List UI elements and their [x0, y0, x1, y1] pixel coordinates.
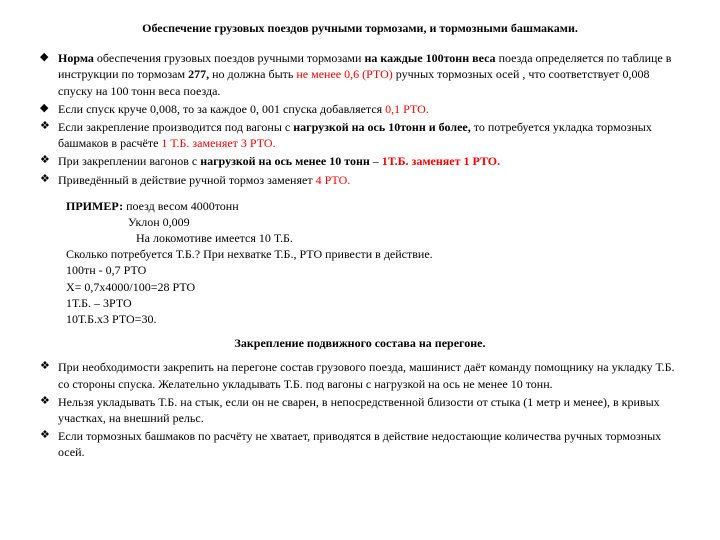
text-segment: –: [370, 154, 382, 168]
text-segment: нагрузкой на ось менее 10 тонн: [200, 154, 370, 168]
bullet-item: ❖ Если тормозных башмаков по расчёту не …: [40, 428, 680, 460]
text-segment: 277,: [188, 67, 209, 81]
bullet-item: ❖ Приведённый в действие ручной тормоз з…: [40, 172, 680, 188]
text-segment: Норма: [58, 51, 94, 65]
main-title: Обеспечение грузовых поездов ручными тор…: [40, 20, 680, 36]
text-segment: При закреплении вагонов с: [58, 154, 200, 168]
example-line: 100тн - 0,7 РТО: [66, 262, 680, 278]
bullet-marker: ◆: [40, 50, 58, 99]
text-segment: Если спуск круче 0,008, то за каждое 0, …: [58, 102, 385, 116]
text-segment: но должна быть: [209, 67, 296, 81]
text-segment: 4 РТО.: [316, 173, 351, 187]
example-line: Уклон 0,009: [66, 214, 680, 230]
example-line: ПРИМЕР: поезд весом 4000тонн: [66, 198, 680, 214]
bullet-item: ❖При необходимости закрепить на перегоне…: [40, 359, 680, 391]
bullet-text: При закреплении вагонов с нагрузкой на о…: [58, 153, 680, 169]
example-line: Сколько потребуется Т.Б.? При нехватке Т…: [66, 246, 680, 262]
document-page: Обеспечение грузовых поездов ручными тор…: [0, 0, 720, 483]
bullet-item: ❖Нельзя укладывать Т.Б. на стык, если он…: [40, 394, 680, 426]
bullet-marker: ❖: [40, 428, 58, 460]
bullet-marker: ❖: [40, 172, 58, 188]
bullet-marker: ❖: [40, 119, 58, 151]
example-text: поезд весом 4000тонн: [123, 199, 239, 213]
bullet-text: При необходимости закрепить на перегоне …: [58, 359, 680, 391]
text-segment: 1Т.Б. заменяет 1 РТО.: [382, 154, 500, 168]
bullet-text: Если закрепление производится под вагоны…: [58, 119, 680, 151]
text-segment: Нельзя укладывать Т.Б. на стык, если он …: [58, 395, 660, 425]
text-segment: Если закрепление производится под вагоны…: [58, 120, 293, 134]
text-segment: нагрузкой на ось 10тонн и более,: [293, 120, 471, 134]
bullet-item: ◆ Если спуск круче 0,008, то за каждое 0…: [40, 101, 680, 117]
bullet-text: Нельзя укладывать Т.Б. на стык, если он …: [58, 394, 680, 426]
bullet-text: Если спуск круче 0,008, то за каждое 0, …: [58, 101, 680, 117]
bullet-text: Приведённый в действие ручной тормоз зам…: [58, 172, 680, 188]
text-segment: При необходимости закрепить на перегоне …: [58, 360, 675, 390]
text-segment: обеспечения грузовых поездов ручными тор…: [94, 51, 365, 65]
bullet-item: ❖Если закрепление производится под вагон…: [40, 119, 680, 151]
text-segment: не менее 0,6 (РТО): [296, 67, 392, 81]
example-label: ПРИМЕР:: [66, 199, 123, 213]
bullet-item: ❖ При закреплении вагонов с нагрузкой на…: [40, 153, 680, 169]
subtitle: Закрепление подвижного состава на перего…: [40, 335, 680, 351]
example-line: Х= 0,7х4000/100=28 РТО: [66, 279, 680, 295]
example-line: 10Т.Б.х3 РТО=30.: [66, 311, 680, 327]
example-block: ПРИМЕР: поезд весом 4000тонн Уклон 0,009…: [66, 198, 680, 328]
bullet-text: Норма обеспечения грузовых поездов ручны…: [58, 50, 680, 99]
text-segment: на каждые 100тонн веса: [364, 51, 495, 65]
bullet-list-1: ◆ Норма обеспечения грузовых поездов руч…: [40, 50, 680, 188]
text-segment: 0,1 РТО.: [385, 102, 429, 116]
bullet-marker: ❖: [40, 394, 58, 426]
bullet-marker: ◆: [40, 101, 58, 117]
bullet-marker: ❖: [40, 359, 58, 391]
bullet-item: ◆ Норма обеспечения грузовых поездов руч…: [40, 50, 680, 99]
bullet-list-2: ❖При необходимости закрепить на перегоне…: [40, 359, 680, 460]
bullet-text: Если тормозных башмаков по расчёту не хв…: [58, 428, 680, 460]
example-line: На локомотиве имеется 10 Т.Б.: [66, 230, 680, 246]
example-line: 1Т.Б. – 3РТО: [66, 295, 680, 311]
bullet-marker: ❖: [40, 153, 58, 169]
text-segment: 1 Т.Б. заменяет 3 РТО.: [161, 136, 275, 150]
text-segment: Если тормозных башмаков по расчёту не хв…: [58, 429, 661, 459]
text-segment: Приведённый в действие ручной тормоз зам…: [58, 173, 316, 187]
